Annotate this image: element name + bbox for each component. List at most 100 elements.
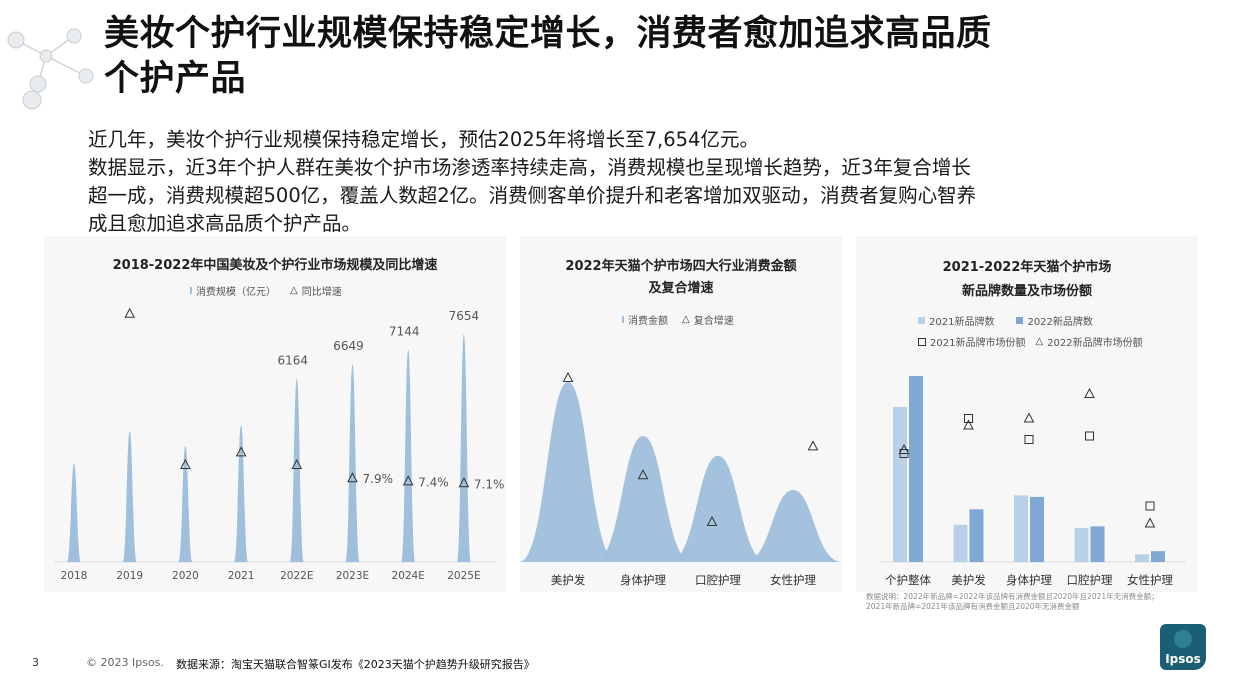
legend-item: △ 复合增速 (682, 312, 734, 327)
x-tick-label: 2023E (336, 570, 369, 582)
value-label: 7654 (449, 309, 480, 323)
copyright: © 2023 Ipsos. (86, 656, 164, 669)
share-2022-marker (1084, 387, 1095, 398)
summary-line-2: 数据显示，近3年个护人群在美妆个护市场渗透率持续走高，消费规模也呈现增长趋势，近… (88, 156, 971, 179)
share-2021-marker (1085, 431, 1094, 441)
legend-label: 同比增速 (301, 287, 342, 298)
summary-line-3: 超一成，消费规模超500亿，覆盖人数超2亿。消费侧客单价提升和老客增加双驱动，消… (88, 184, 977, 207)
cagr-marker (562, 371, 574, 382)
growth-rate-marker (291, 458, 303, 469)
market-size-spike (401, 349, 416, 562)
legend-label: 2021新品牌市场份额 (930, 338, 1026, 349)
share-2022-marker (963, 419, 974, 430)
legend-item: 2021新品牌数 (918, 313, 994, 328)
data-note: 数据说明：2022年新品牌=2022年该品牌有消费金额且2020年且2021年无… (866, 592, 1196, 612)
ipsos-logo: Ipsos (1160, 624, 1206, 670)
cagr-marker (807, 440, 819, 451)
legend-label: 复合增速 (693, 316, 734, 327)
market-size-spike (67, 463, 81, 562)
bar-2021 (1074, 527, 1089, 562)
chart2-title-line-1: 2022年天猫个护市场四大行业消费金额 (565, 259, 797, 274)
category-label: 身体护理 (620, 573, 666, 587)
legend-swatch (918, 317, 925, 324)
chart3-title: 2021-2022年天猫个护市场 新品牌数量及市场份额 (856, 256, 1198, 304)
x-tick-label: 2024E (392, 570, 425, 582)
growth-rate-marker (402, 475, 414, 486)
growth-rate-marker (347, 472, 358, 483)
market-size-spike (178, 445, 193, 562)
triangle-marker-icon: △ (1035, 336, 1044, 347)
share-2022-marker (1144, 517, 1156, 528)
market-size-spike (122, 431, 137, 562)
bar-2022 (1151, 551, 1165, 562)
growth-rate-marker (180, 458, 191, 469)
bar-2021 (1014, 495, 1028, 562)
chart3-legend: 2021新品牌数 2022新品牌数 (918, 313, 1198, 328)
x-tick-label: 2025E (447, 570, 480, 582)
bar-2021 (1135, 554, 1149, 562)
share-2021-marker (1024, 435, 1034, 444)
chart3-legend-row2: 2021新品牌市场份额 △ 2022新品牌市场份额 (918, 334, 1143, 349)
chart3-title-line-1: 2021-2022年天猫个护市场 (942, 260, 1112, 275)
note-line-1: 数据说明：2022年新品牌=2022年该品牌有消费金额且2020年且2021年无… (866, 592, 1159, 601)
cagr-marker (706, 515, 718, 526)
logo-text: Ipsos (1165, 652, 1201, 666)
rate-label: 7.9% (363, 472, 394, 486)
legend-swatch (1016, 317, 1024, 324)
market-size-spike (345, 364, 360, 562)
legend-item: 消费规模（亿元） (190, 283, 276, 298)
x-tick-label: 2019 (116, 570, 143, 582)
market-size-chart-panel (44, 236, 506, 592)
value-label: 7144 (389, 324, 420, 338)
legend-label: 消费金额 (628, 316, 668, 327)
legend-label: 消费规模（亿元） (196, 287, 276, 298)
chart1-legend: 消费规模（亿元） △ 同比增速 (190, 283, 342, 298)
growth-rate-marker (458, 477, 470, 488)
square-marker-icon (918, 337, 926, 346)
legend-item: 2022新品牌数 (1016, 313, 1093, 328)
chart2-title: 2022年天猫个护市场四大行业消费金额 及复合增速 (520, 256, 842, 300)
chart3-plot: 个护整体 美护发 身体护理 口腔护理 女性护理 (880, 376, 1186, 587)
growth-rate-marker (124, 307, 136, 318)
page-number: 3 (32, 656, 39, 669)
share-2021-marker (1145, 501, 1155, 511)
market-size-spike (456, 334, 471, 562)
x-tick-label: 2022E (280, 570, 313, 582)
value-label: 6164 (278, 354, 309, 368)
triangle-marker-icon: △ (682, 314, 690, 325)
cagr-marker (637, 469, 649, 480)
category-label: 美护发 (951, 573, 986, 587)
category-label: 美护发 (551, 573, 586, 587)
legend-label: 2022新品牌数 (1027, 317, 1093, 328)
legend-item: 消费金额 (622, 312, 668, 327)
data-source: 数据来源：淘宝天猫联合智篆GI发布《2023天猫个护趋势升级研究报告》 (176, 658, 535, 671)
x-tick-label: 2020 (172, 570, 199, 582)
category-label: 女性护理 (770, 573, 816, 587)
summary-line-1: 近几年，美妆个护行业规模保持稳定增长，预估2025年将增长至7,654亿元。 (88, 128, 759, 151)
chart2-plot: 美护发 身体护理 口腔护理 女性护理 (520, 371, 842, 587)
spend-area (594, 436, 692, 562)
category-label: 女性护理 (1127, 573, 1173, 587)
molecule-decoration (7, 28, 94, 110)
category-label: 个护整体 (885, 573, 931, 587)
growth-rate-marker (235, 446, 247, 457)
legend-item: 2021新品牌市场份额 (918, 334, 1025, 349)
rate-label: 7.4% (418, 475, 449, 489)
bar-2022 (1090, 526, 1105, 562)
share-2022-marker (898, 443, 910, 454)
triangle-marker-icon: △ (290, 285, 298, 296)
title-line-2: 个护产品 (104, 59, 247, 99)
legend-label: 2021新品牌数 (929, 317, 995, 328)
rate-label: 7.1% (474, 477, 505, 491)
legend-swatch (190, 287, 192, 294)
bar-2022 (909, 376, 923, 562)
share-2021-marker (964, 414, 973, 423)
chart1-plot: 2018 2019 2020 2021 2022E 6164 2023E 6649 7.9% 20… (54, 307, 505, 582)
bar-2021 (893, 407, 907, 562)
legend-item: △ 2022新品牌市场份额 (1035, 334, 1142, 349)
legend-item: △ 同比增速 (290, 283, 342, 298)
chart2-legend: 消费金额 △ 复合增速 (622, 312, 734, 327)
x-tick-label: 2018 (61, 570, 88, 582)
x-tick-label: 2021 (228, 570, 255, 582)
summary-line-4: 成且愈加追求高品质个护产品。 (88, 212, 362, 235)
